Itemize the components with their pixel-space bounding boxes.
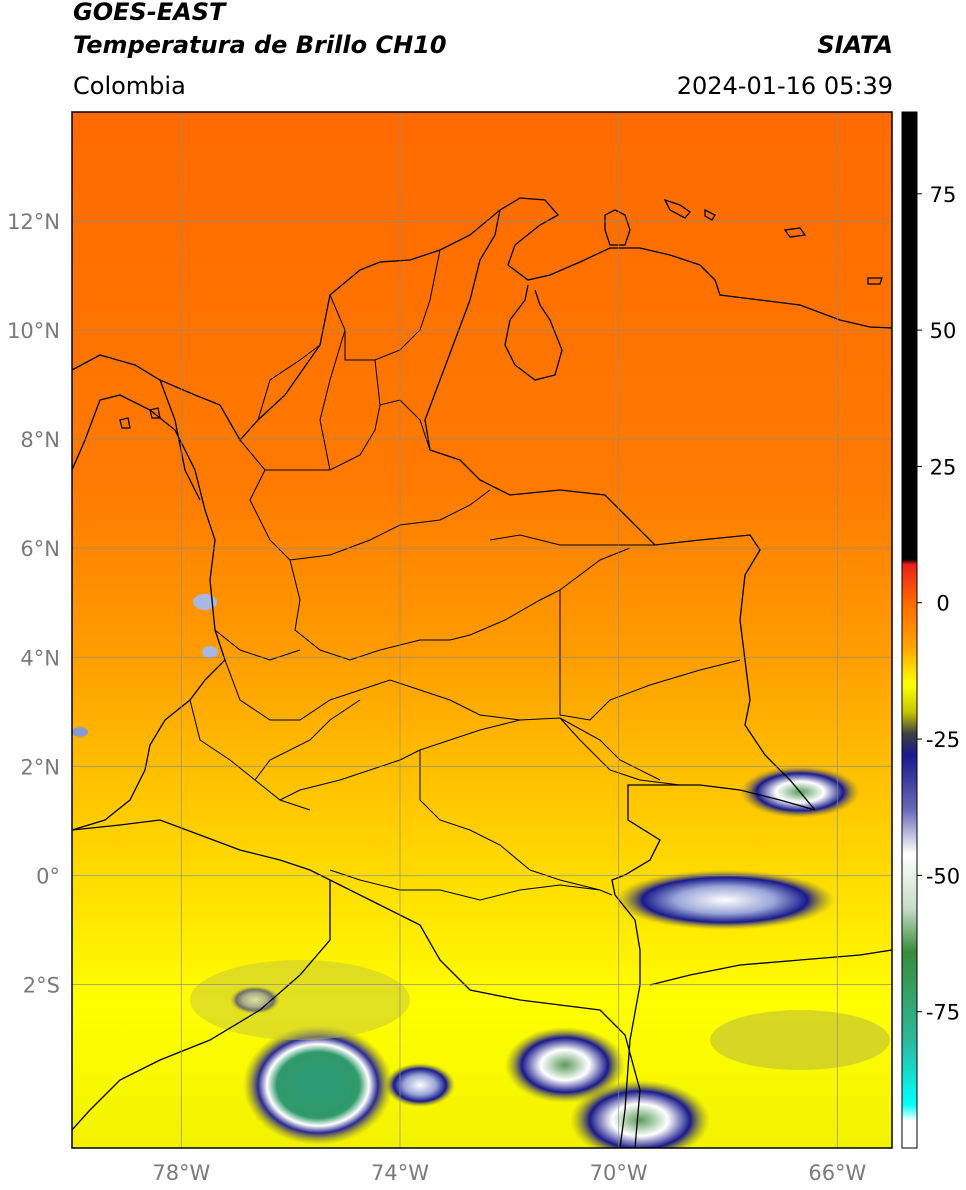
department-lines: [189, 249, 741, 901]
island-bonaire: [704, 208, 716, 221]
convective-cloud-southeast: [570, 1080, 710, 1148]
island-pacific-1: [119, 417, 131, 429]
haze-southwest: [190, 960, 410, 1040]
border-brazil: [611, 784, 816, 1148]
product-title-band: Temperatura de Brillo CH10: [73, 31, 447, 59]
border-peru: [379, 904, 641, 1148]
product-title-satellite: GOES-EAST: [73, 0, 226, 26]
lat-tick-label: 2°N: [20, 755, 60, 779]
colorbar-tick-label: 75: [930, 183, 957, 207]
timestamp-label: 2024-01-16 05:39: [676, 72, 893, 100]
organization-label: SIATA: [817, 31, 893, 59]
lat-tick-label: 8°N: [20, 428, 60, 452]
small-cloud-coast: [202, 646, 218, 658]
convective-cloud-south: [505, 1027, 625, 1103]
coastline-pacific: [72, 394, 226, 831]
island-tortuga: [867, 277, 883, 285]
region-label: Colombia: [73, 72, 186, 100]
border-peru-brazil: [72, 880, 331, 1131]
lat-tick-label: 12°N: [7, 210, 60, 234]
lon-tick-label: 70°W: [590, 1161, 648, 1185]
colorbar-tick-label: -75: [926, 1001, 960, 1025]
lon-tick-label: 74°W: [371, 1161, 429, 1185]
small-cloud-south: [385, 1063, 455, 1107]
island-pacific-2: [149, 407, 161, 419]
lat-tick-label: 0°: [36, 864, 60, 888]
lat-tick-label: 2°S: [23, 973, 60, 997]
colorbar: [901, 111, 918, 1149]
small-cloud-west: [72, 727, 88, 737]
border-venezuela: [424, 209, 816, 811]
border-brazil-south: [649, 949, 892, 986]
cloud-band-equator: [615, 870, 835, 930]
lake-maracaibo: [504, 284, 563, 381]
boundary-lines: [72, 197, 892, 1148]
small-cloud-pacific: [193, 594, 217, 610]
island-aruba: [663, 198, 691, 219]
island-curacao: [604, 209, 631, 246]
convective-cloud-amazon: [243, 1025, 393, 1145]
border-panama: [159, 379, 201, 501]
lon-tick-label: 66°W: [808, 1161, 866, 1185]
lat-tick-label: 10°N: [7, 319, 60, 343]
lat-tick-label: 6°N: [20, 537, 60, 561]
lon-tick-label: 78°W: [152, 1161, 210, 1185]
colorbar-tick-label: 50: [930, 319, 957, 343]
lat-tick-label: 4°N: [20, 646, 60, 670]
map-raster: [72, 112, 892, 1148]
colorbar-tick-label: 25: [930, 455, 957, 479]
island-margarita: [783, 227, 807, 238]
haze-southeast: [710, 1010, 890, 1070]
colorbar-tick-label: 0: [936, 592, 949, 616]
colorbar-ticks: 75 50 25 0 -25 -50 -75: [917, 183, 960, 1025]
colorbar-tick-label: -25: [926, 728, 960, 752]
longitude-labels: 78°W 74°W 70°W 66°W: [152, 1161, 866, 1185]
graticule: [72, 112, 892, 1148]
map-frame: [71, 111, 893, 1149]
latitude-labels: 12°N 10°N 8°N 6°N 4°N 2°N 0° 2°S: [7, 210, 60, 997]
colorbar-tick-label: -50: [926, 864, 960, 888]
